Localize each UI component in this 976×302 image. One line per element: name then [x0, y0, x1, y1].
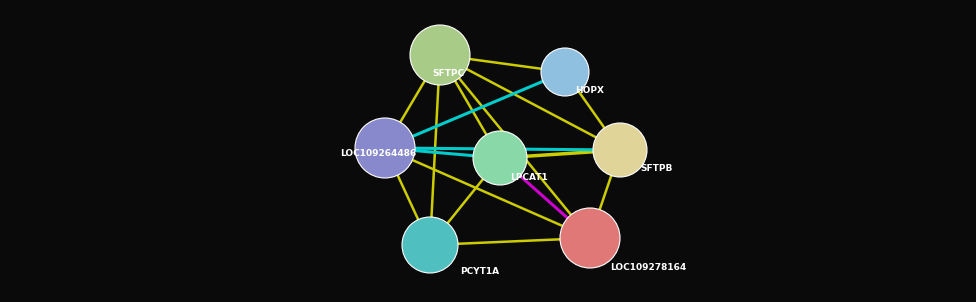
- Circle shape: [473, 131, 527, 185]
- Circle shape: [402, 217, 458, 273]
- Text: SFTPB: SFTPB: [640, 164, 672, 173]
- Circle shape: [560, 208, 620, 268]
- Circle shape: [593, 123, 647, 177]
- Circle shape: [410, 25, 470, 85]
- Circle shape: [355, 118, 415, 178]
- Text: PCYT1A: PCYT1A: [460, 267, 499, 276]
- Text: SFTPC: SFTPC: [432, 69, 465, 78]
- Text: LOC109278164: LOC109278164: [610, 263, 686, 272]
- Text: LOC109264486: LOC109264486: [340, 149, 416, 158]
- Circle shape: [541, 48, 589, 96]
- Text: HOPX: HOPX: [575, 86, 604, 95]
- Text: LPCAT1: LPCAT1: [510, 173, 548, 182]
